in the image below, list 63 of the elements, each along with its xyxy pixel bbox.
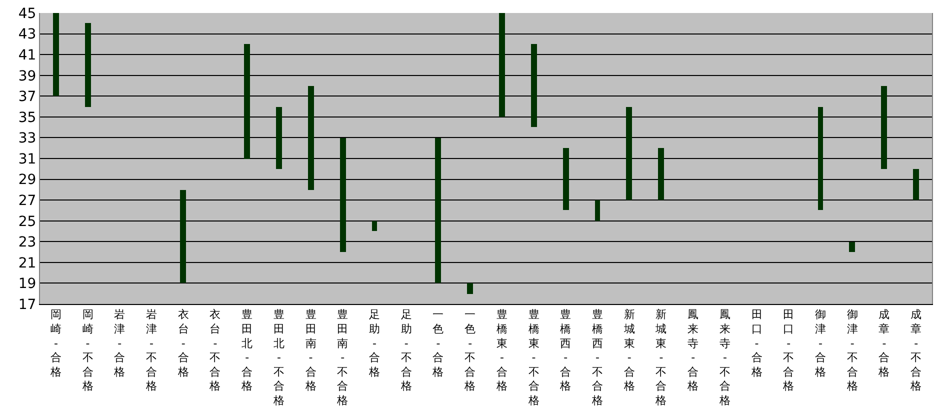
- bar: [180, 190, 186, 283]
- y-tick-label: 37: [18, 89, 36, 106]
- x-tick-label: 衣台-不合格: [208, 308, 221, 393]
- x-tick-label: 成章-合格: [878, 308, 890, 378]
- y-tick-label: 27: [18, 192, 36, 209]
- y-tick-label: 45: [18, 6, 36, 22]
- x-tick-label: 鳳来寺-不合格: [718, 308, 730, 407]
- x-tick-label: 足助-不合格: [400, 308, 412, 393]
- y-tick-label: 31: [18, 151, 36, 168]
- x-tick-label: 成章-不合格: [910, 308, 922, 393]
- y-tick-label: 39: [18, 68, 36, 84]
- bar: [913, 169, 919, 200]
- y-tick-label: 43: [18, 26, 36, 43]
- x-tick-label: 岡崎-不合格: [81, 308, 94, 393]
- bar: [818, 107, 823, 210]
- x-tick-label: 豊田北-合格: [240, 308, 253, 393]
- x-tick-label: 豊田南-不合格: [336, 308, 348, 407]
- bar: [563, 148, 569, 210]
- x-tick-label: 足助-合格: [368, 308, 380, 378]
- y-tick-label: 17: [18, 296, 36, 313]
- bar: [340, 138, 346, 252]
- x-tick-label: 豊橋西-合格: [559, 308, 572, 393]
- x-tick-label: 一色-不合格: [464, 308, 476, 393]
- bar: [372, 221, 377, 231]
- y-tick-label: 25: [18, 214, 36, 230]
- bar: [85, 23, 91, 107]
- y-tick-label: 23: [18, 234, 36, 251]
- bar: [467, 283, 473, 294]
- y-tick-label: 29: [18, 172, 36, 188]
- x-tick-label: 豊田北-不合格: [272, 308, 284, 407]
- x-tick-label: 田口-合格: [750, 308, 762, 378]
- bar: [658, 148, 664, 200]
- x-tick-label: 御津-不合格: [846, 308, 858, 393]
- bar: [849, 242, 855, 252]
- x-tick-label: 岩津-不合格: [145, 308, 157, 393]
- x-tick-label: 岩津-合格: [113, 308, 126, 378]
- x-tick-label: 御津-合格: [814, 308, 826, 378]
- x-tick-label: 新城東-不合格: [654, 308, 667, 407]
- x-tick-label: 新城東-合格: [622, 308, 635, 393]
- x-tick-label: 衣台-合格: [176, 308, 189, 378]
- x-tick-label: 豊橋東-合格: [495, 308, 508, 393]
- y-tick-label: 21: [18, 255, 36, 272]
- y-tick-label: 33: [18, 130, 36, 147]
- bar: [626, 107, 632, 200]
- y-tick-label: 35: [18, 110, 36, 126]
- x-tick-label: 豊田南-合格: [304, 308, 316, 393]
- bar: [595, 200, 600, 221]
- y-tick-label: 41: [18, 47, 36, 64]
- bar: [499, 13, 505, 117]
- x-tick-label: 豊橋西-不合格: [591, 308, 603, 407]
- bar: [881, 86, 887, 169]
- y-tick-label: 19: [18, 276, 36, 292]
- bar: [244, 44, 250, 159]
- x-tick-label: 鳳来寺-合格: [686, 308, 699, 393]
- bar: [531, 44, 537, 127]
- bar: [53, 13, 59, 96]
- bar: [308, 86, 314, 190]
- bar: [435, 138, 441, 283]
- x-tick-label: 岡崎-合格: [49, 308, 62, 378]
- x-tick-label: 田口-不合格: [782, 308, 794, 393]
- bar: [276, 107, 282, 169]
- x-tick-label: 一色-合格: [432, 308, 444, 378]
- x-tick-label: 豊橋東-不合格: [527, 308, 540, 407]
